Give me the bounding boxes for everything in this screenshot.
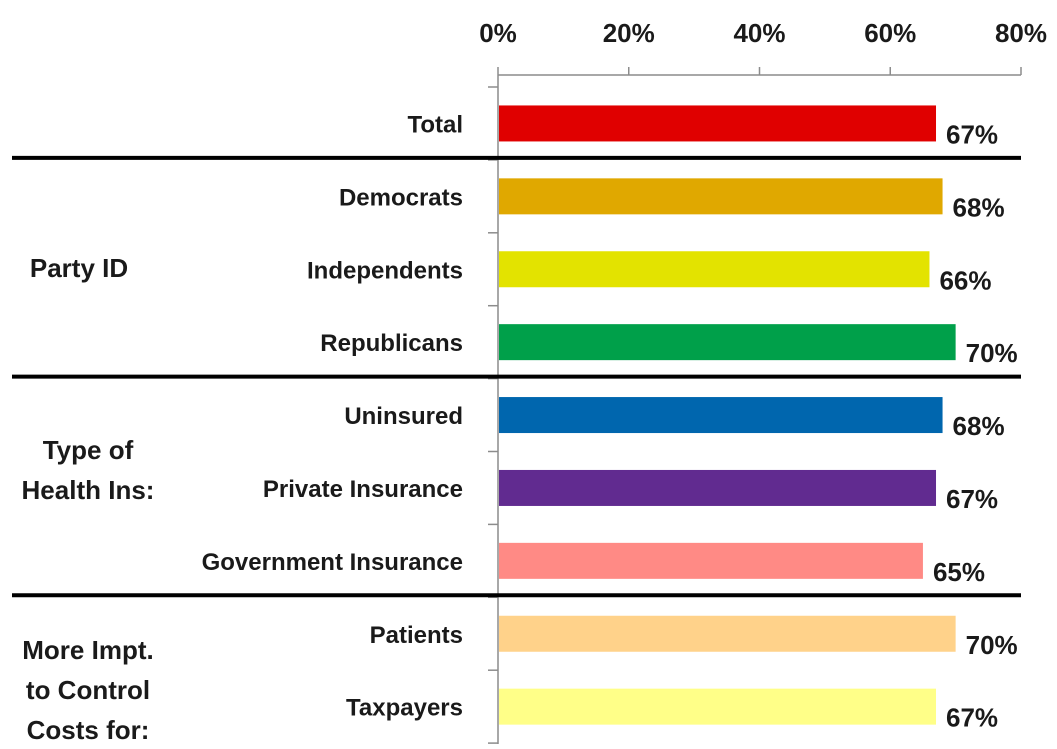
group-separators <box>12 155 1021 598</box>
x-tick-label: 0% <box>479 18 517 48</box>
x-tick-label: 80% <box>995 18 1047 48</box>
bar <box>499 397 943 434</box>
group-label: Type of <box>43 435 134 465</box>
bar <box>499 324 956 361</box>
category-label: Democrats <box>339 184 463 211</box>
category-label: Government Insurance <box>202 549 463 576</box>
x-tick-label: 40% <box>733 18 785 48</box>
x-axis: 0% 20% 40% 60% 80% <box>479 18 1047 744</box>
group-label: Health Ins: <box>22 475 155 505</box>
data-label: 70% <box>966 630 1018 660</box>
category-label: Uninsured <box>344 403 463 430</box>
bars <box>499 105 956 725</box>
bar <box>499 542 923 579</box>
bar <box>499 251 930 288</box>
bar <box>499 469 937 506</box>
category-label: Independents <box>307 257 463 284</box>
category-label: Taxpayers <box>346 695 463 722</box>
data-label: 67% <box>946 484 998 514</box>
x-tick-label: 20% <box>603 18 655 48</box>
data-label: 70% <box>966 338 1018 368</box>
data-label: 68% <box>953 192 1005 222</box>
category-label: Republicans <box>320 330 463 357</box>
data-label: 68% <box>953 411 1005 441</box>
labels: Total 67% Democrats 68% Independents 66% Repub… <box>22 111 1018 745</box>
bar <box>499 178 943 215</box>
bar <box>499 615 956 652</box>
group-label: More Impt. <box>22 635 153 665</box>
category-label: Private Insurance <box>263 476 463 503</box>
data-label: 65% <box>933 557 985 587</box>
group-label: Costs for: <box>27 715 150 745</box>
x-tick-label: 60% <box>864 18 916 48</box>
group-label: Party ID <box>30 253 128 283</box>
group-label: to Control <box>26 675 150 705</box>
category-label: Patients <box>370 622 463 649</box>
bar <box>499 105 937 142</box>
data-label: 67% <box>946 703 998 733</box>
data-label: 67% <box>946 119 998 149</box>
category-label: Total <box>407 111 463 138</box>
data-label: 66% <box>939 265 991 295</box>
bar <box>499 688 937 725</box>
